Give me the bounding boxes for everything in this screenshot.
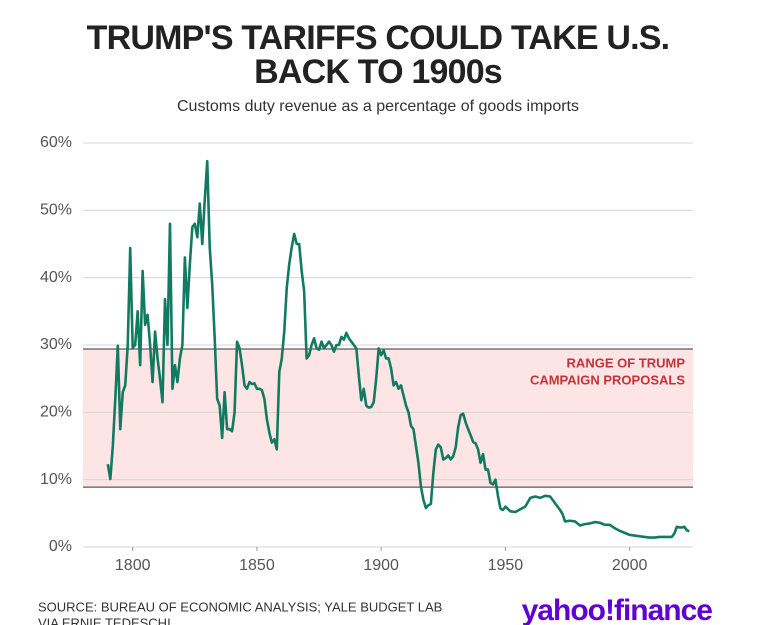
data-line	[106, 159, 690, 539]
y-tick-label: 60%	[40, 134, 72, 151]
chart-title: TRUMP'S TARIFFS COULD TAKE U.S.	[87, 19, 670, 57]
x-tick-label: 1900	[363, 557, 399, 574]
source: VIA ERNIE TEDESCHI	[38, 615, 171, 625]
chart-subtitle: Customs duty revenue as a percentage of …	[177, 98, 579, 115]
y-tick-label: 10%	[40, 471, 72, 488]
logo: yahoo!finance	[522, 594, 713, 625]
y-tick-label: 40%	[40, 269, 72, 286]
y-tick-label: 20%	[40, 404, 72, 421]
y-tick-label: 0%	[49, 538, 72, 555]
y-tick-label: 30%	[40, 336, 72, 353]
y-tick-label: 50%	[40, 202, 72, 219]
x-tick-label: 2000	[612, 557, 648, 574]
x-tick-label: 1850	[239, 557, 275, 574]
chart-title: BACK TO 1900s	[254, 53, 502, 91]
x-tick-label: 1800	[115, 557, 151, 574]
source: SOURCE: BUREAU OF ECONOMIC ANALYSIS; YAL…	[38, 599, 442, 614]
x-tick-label: 1950	[488, 557, 524, 574]
band-label: RANGE OF TRUMP	[567, 355, 686, 370]
proposal-band	[83, 349, 693, 488]
band-label: CAMPAIGN PROPOSALS	[530, 372, 685, 387]
